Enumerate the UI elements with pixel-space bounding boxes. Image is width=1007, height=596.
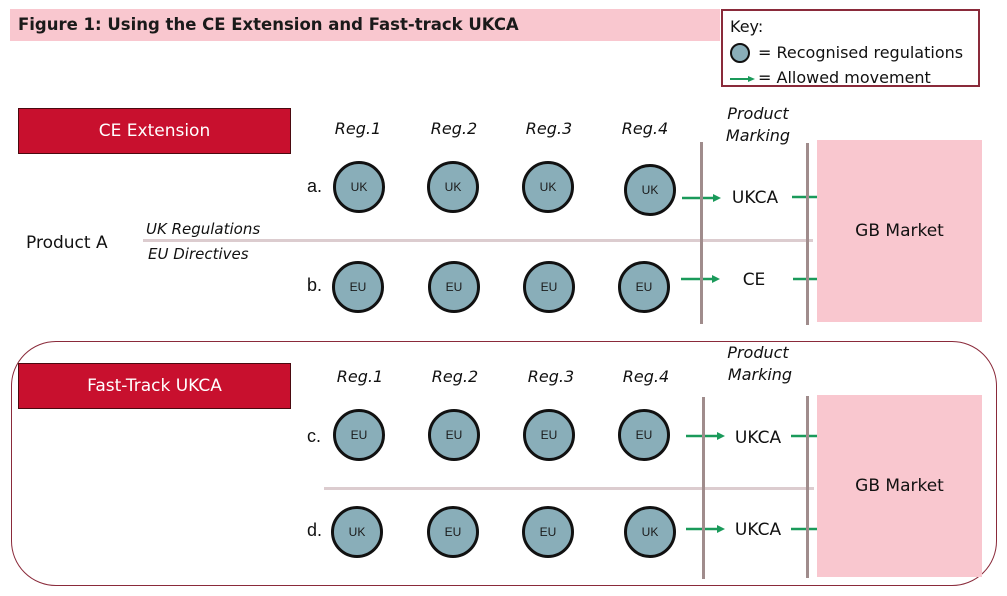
reg-header-1: Reg.1 [334, 119, 382, 138]
marking-divider-left [702, 397, 705, 579]
reg-circle: EU [427, 506, 479, 558]
reg-circle: EU [522, 506, 574, 558]
marking-header-line2: Marking [727, 365, 793, 384]
arrow-right-icon [730, 76, 755, 82]
reg-circle: UK [333, 161, 385, 213]
reg-circle: EU [618, 409, 670, 461]
marking-divider-left [700, 142, 703, 324]
marking-ce: CE [742, 270, 766, 290]
reg-header-2: Reg.2 [430, 119, 478, 138]
arrow-right-icon [686, 432, 725, 440]
arrow-right-icon [681, 275, 720, 283]
reg-circle: EU [523, 261, 575, 313]
reg-header-3: Reg.3 [525, 119, 573, 138]
marking-header-line1: Product [727, 343, 789, 362]
reg-circle: UK [624, 164, 676, 216]
reg-circle: UK [331, 506, 383, 558]
row-divider [324, 487, 814, 490]
row-label-b: b. [307, 275, 323, 295]
reg-header-4: Reg.4 [621, 119, 669, 138]
product-label: Product A [26, 233, 108, 253]
key-legend [721, 9, 980, 87]
gb-market-box: GB Market [817, 395, 982, 577]
row-label-a: a. [307, 176, 323, 196]
reg-circle: EU [428, 261, 480, 313]
key-heading: Key: [730, 17, 764, 36]
reg-circle: EU [332, 261, 384, 313]
gb-market-box: GB Market [817, 140, 982, 322]
figure-title: Figure 1: Using the CE Extension and Fas… [18, 15, 519, 34]
ce-extension-label: CE Extension [18, 108, 291, 154]
reg-header-1: Reg.1 [336, 367, 384, 386]
reg-header-4: Reg.4 [622, 367, 670, 386]
row-label-c: c. [307, 426, 322, 446]
reg-circle: EU [428, 409, 480, 461]
regulation-divider [143, 239, 813, 242]
marking-ukca: UKCA [734, 428, 782, 448]
reg-circle: UK [427, 161, 479, 213]
row-label-d: d. [307, 520, 323, 540]
circle-icon [730, 43, 750, 63]
reg-header-2: Reg.2 [431, 367, 479, 386]
reg-header-3: Reg.3 [527, 367, 575, 386]
key-label-movement: = Allowed movement [758, 68, 931, 87]
marking-header-line2: Marking [725, 126, 791, 145]
reg-circle: EU [618, 261, 670, 313]
title-bar [10, 9, 720, 41]
uk-regulations-label: UK Regulations [146, 220, 261, 238]
marking-ukca: UKCA [734, 520, 782, 540]
marking-header-line1: Product [727, 104, 789, 123]
reg-circle: UK [624, 506, 676, 558]
fast-track-frame [11, 341, 997, 586]
reg-circle: UK [522, 161, 574, 213]
marking-divider-right [806, 143, 809, 325]
reg-circle: EU [333, 409, 385, 461]
key-label-regulations: = Recognised regulations [758, 43, 964, 62]
marking-ukca: UKCA [731, 188, 779, 208]
reg-circle: EU [523, 409, 575, 461]
arrow-right-icon [682, 194, 721, 202]
arrow-right-icon [686, 525, 725, 533]
fast-track-ukca-label: Fast-Track UKCA [18, 363, 291, 409]
eu-directives-label: EU Directives [148, 245, 249, 263]
marking-divider-right [806, 396, 809, 578]
